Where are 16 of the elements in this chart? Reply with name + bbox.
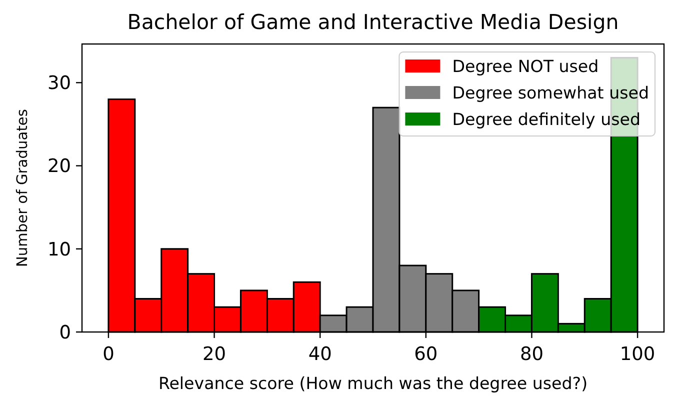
x-tick-label: 40 xyxy=(308,344,332,365)
y-tick-label: 20 xyxy=(47,156,71,178)
legend-label: Degree somewhat used xyxy=(452,83,649,102)
y-axis-title: Number of Graduates xyxy=(14,109,31,267)
x-tick-label: 80 xyxy=(520,344,544,365)
chart-title: Bachelor of Game and Interactive Media Design xyxy=(127,10,619,34)
y-tick-label: 30 xyxy=(47,73,71,94)
y-tick-label: 10 xyxy=(47,239,71,260)
y-tick-label: 0 xyxy=(59,322,71,344)
x-tick-label: 20 xyxy=(202,344,226,365)
x-tick-label: 0 xyxy=(102,344,114,365)
legend-label: Degree NOT used xyxy=(452,56,599,76)
x-axis-title: Relevance score (How much was the degree used?) xyxy=(158,374,588,393)
x-tick-label: 100 xyxy=(620,344,656,365)
x-tick-label: 60 xyxy=(414,344,438,365)
legend-label: Degree definitely used xyxy=(452,110,641,129)
